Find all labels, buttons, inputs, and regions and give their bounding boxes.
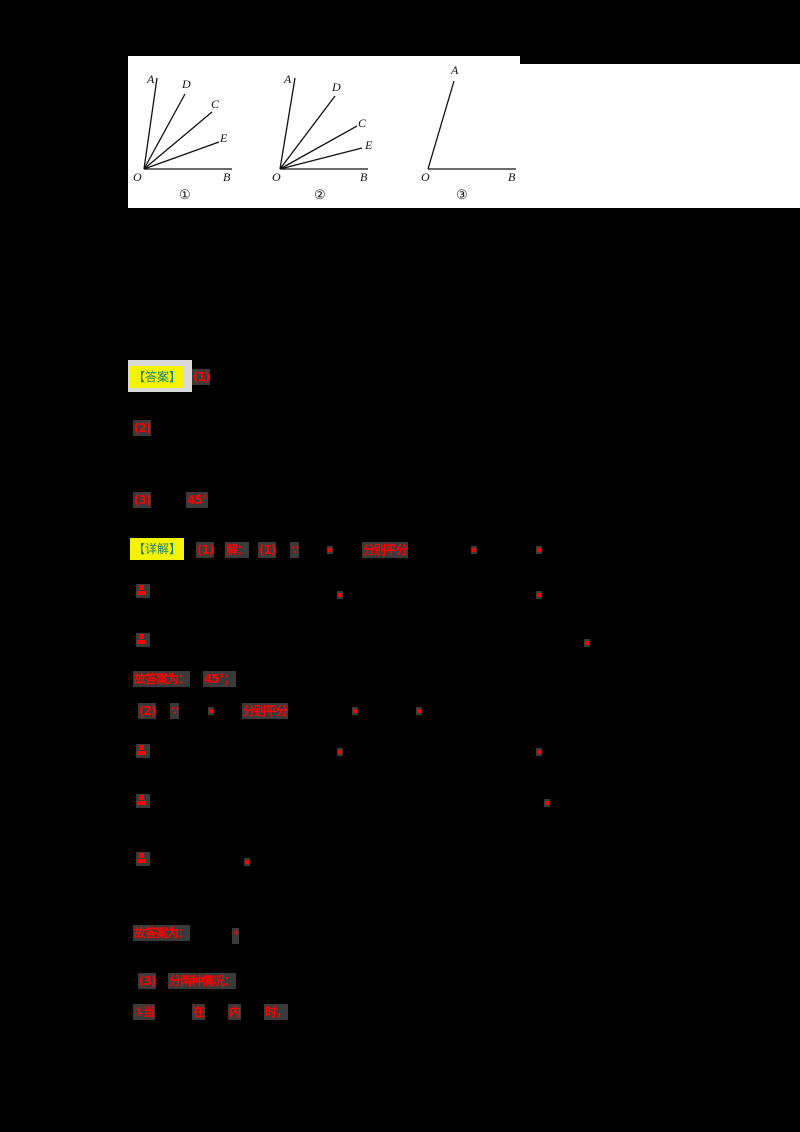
expl-bisects-2: 分别平分 — [242, 703, 288, 719]
expl-part-1: (1) — [196, 542, 214, 558]
point-label-b: B — [223, 170, 231, 184]
point-label-c: C — [358, 116, 367, 130]
expl-part-1b: (1) — [258, 542, 276, 558]
red-mark — [416, 707, 422, 715]
answer-tag: 【答案】 — [130, 366, 185, 388]
figure-index-3: ③ — [456, 187, 468, 202]
expl-bisects: 分别平分 — [362, 542, 408, 558]
red-mark — [327, 546, 333, 554]
point-label-e: E — [365, 138, 373, 152]
point-label-d: D — [182, 77, 191, 91]
expl-because: ∵ — [290, 542, 299, 558]
expl-part-2: (2) — [138, 703, 156, 719]
expl-two-cases: 分两种情况： — [168, 973, 236, 989]
red-mark — [536, 748, 542, 756]
figure-panel — [128, 56, 520, 208]
red-mark — [584, 639, 590, 647]
expl-part-3: (3) — [138, 973, 156, 989]
red-mark — [208, 707, 214, 715]
figure-2 — [279, 77, 368, 170]
point-label-o: O — [272, 170, 281, 184]
point-label-a: A — [451, 63, 459, 77]
figure-index-2: ② — [314, 187, 326, 202]
answer-part-1: (1) — [192, 369, 210, 385]
red-mark — [471, 546, 477, 554]
figure-3 — [427, 80, 516, 170]
angle-symbol — [136, 794, 150, 808]
red-mark — [337, 748, 343, 756]
point-label-b: B — [360, 170, 368, 184]
expl-when: 时， — [264, 1004, 288, 1020]
expl-value-2: ° — [232, 928, 239, 944]
red-mark — [244, 858, 250, 866]
figure-index-1: ① — [179, 187, 191, 202]
red-mark — [352, 707, 358, 715]
red-mark — [536, 591, 542, 599]
answer-value-45: 45° — [186, 492, 208, 508]
expl-in: 在 — [192, 1004, 205, 1020]
expl-because-2: ∵ — [170, 703, 179, 719]
red-mark — [536, 546, 542, 554]
point-label-o: O — [133, 170, 142, 184]
answer-part-3: (3) — [133, 492, 151, 508]
point-label-a: A — [284, 72, 292, 86]
point-label-a: A — [147, 72, 155, 86]
point-label-c: C — [211, 97, 220, 111]
expl-therefore-2: 故答案为： — [133, 925, 190, 941]
red-mark — [337, 591, 343, 599]
angle-symbol — [136, 852, 150, 866]
explanation-tag: 【详解】 — [130, 538, 185, 560]
point-label-e: E — [220, 131, 228, 145]
point-label-d: D — [332, 80, 341, 94]
angle-figures — [143, 77, 516, 170]
red-mark — [544, 799, 550, 807]
expl-inside: 内 — [228, 1004, 241, 1020]
point-label-b: B — [508, 170, 516, 184]
answer-part-2: (2) — [133, 420, 151, 436]
point-label-o: O — [421, 170, 430, 184]
figure-panel-right — [520, 64, 800, 208]
expl-value-1: 45°； — [203, 671, 236, 687]
angle-symbol — [136, 633, 150, 647]
expl-case-1: ①当 — [133, 1004, 155, 1020]
expl-solution: 解： — [225, 542, 249, 558]
figure-1 — [143, 77, 232, 170]
angle-symbol — [136, 744, 150, 758]
expl-therefore-1: 故答案为： — [133, 671, 190, 687]
angle-symbol — [136, 584, 150, 598]
